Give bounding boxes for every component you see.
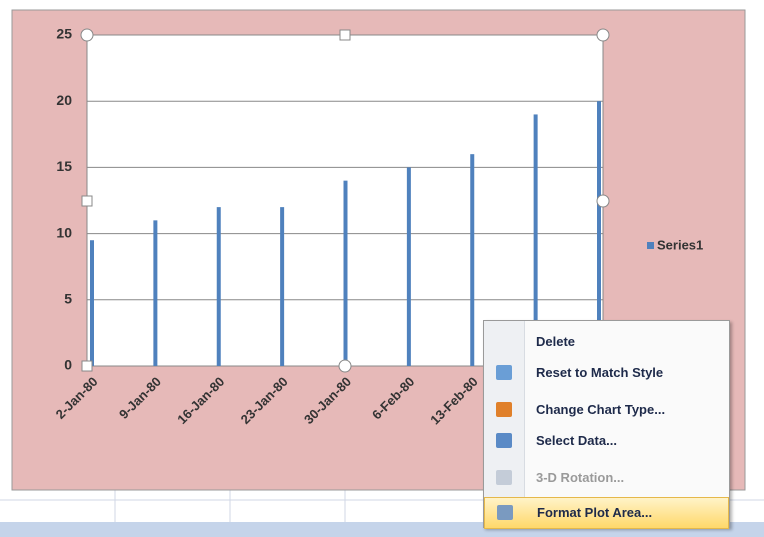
bar xyxy=(280,207,285,366)
y-tick-label: 25 xyxy=(56,26,72,42)
menu-item[interactable]: Reset to Match Style xyxy=(484,358,729,388)
bar xyxy=(470,154,475,366)
menu-icon xyxy=(496,365,512,380)
menu-label: Delete xyxy=(536,334,576,349)
context-menu: Delete Reset to Match Style Change Chart T… xyxy=(483,320,730,529)
selection-handle xyxy=(81,195,93,207)
selection-handle xyxy=(596,194,610,208)
menu-item[interactable]: Select Data... xyxy=(484,426,729,456)
selection-handle xyxy=(339,29,351,41)
menu-icon xyxy=(496,402,512,417)
menu-item[interactable]: Change Chart Type... xyxy=(484,395,729,425)
bar xyxy=(533,114,538,366)
selection-handle xyxy=(338,359,352,373)
y-tick-label: 0 xyxy=(64,357,72,373)
bar xyxy=(406,167,411,366)
menu-label: Format Plot Area... xyxy=(537,505,653,520)
legend-swatch xyxy=(647,242,654,249)
menu-item[interactable]: 3-D Rotation... xyxy=(484,463,729,493)
y-tick-label: 10 xyxy=(56,224,72,240)
bar xyxy=(343,180,348,366)
selection-handle xyxy=(81,360,93,372)
bar xyxy=(597,101,601,366)
y-tick-label: 15 xyxy=(56,158,72,174)
selection-handle xyxy=(80,28,94,42)
menu-item[interactable]: Delete xyxy=(484,327,729,357)
y-tick-label: 5 xyxy=(64,291,72,307)
bar xyxy=(216,207,221,366)
menu-icon xyxy=(497,505,513,520)
bar xyxy=(153,220,158,366)
y-tick-label: 20 xyxy=(56,92,72,108)
legend-label: Series1 xyxy=(657,237,703,252)
menu-label: Reset to Match Style xyxy=(536,365,664,380)
menu-icon xyxy=(496,433,512,448)
menu-label: Change Chart Type... xyxy=(536,402,666,417)
selection-handle xyxy=(596,28,610,42)
icon-strip xyxy=(484,321,525,527)
menu-item[interactable]: Format Plot Area... xyxy=(484,497,729,529)
menu-label: Select Data... xyxy=(536,433,617,448)
menu-icon xyxy=(496,470,512,485)
menu-label: 3-D Rotation... xyxy=(536,470,625,485)
bar xyxy=(90,240,94,366)
